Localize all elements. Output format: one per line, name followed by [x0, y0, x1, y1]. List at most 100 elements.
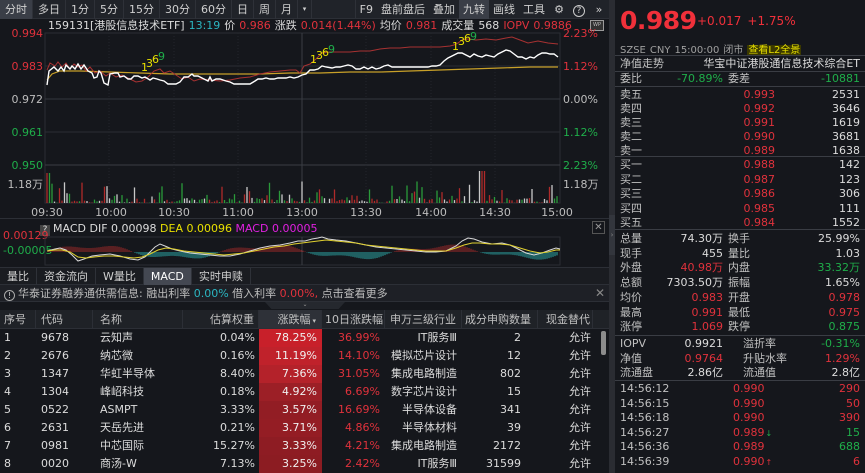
ask-level-row[interactable]: 卖二 0.990 3681 [615, 129, 865, 144]
panel-splitter[interactable]: › [609, 0, 615, 473]
period-dropdown-icon[interactable]: ▾ [298, 0, 312, 19]
tab-realtime-creation-redemption[interactable]: 实时申赎 [192, 268, 251, 285]
table-row[interactable]: 3 1347 华虹半导体 8.40% 7.36% 31.05% 集成电路制造 802 允许 [0, 365, 609, 383]
table-row[interactable]: 2 2676 纳芯微 0.16% 11.19% 14.10% 模拟芯片设计 12 允许 [0, 347, 609, 365]
row-cash-substitute: 允许 [569, 403, 591, 416]
tick-price: 0.989↓ [733, 425, 772, 441]
tick-row[interactable]: 14:56:36 0.989 688 [615, 439, 865, 454]
tick-row[interactable]: 14:56:12 0.990 290 [615, 381, 865, 396]
intraday-chart[interactable]: 1 3 6 9 1 3 6 9 1 3 6 9 0.994 0.983 0.97… [0, 28, 609, 220]
wp-icon[interactable]: WP [590, 20, 604, 31]
draw-line-button[interactable]: 画线 [493, 3, 515, 16]
stat-label: 流通盘 [620, 366, 653, 380]
col-header-name[interactable]: 名称 [93, 310, 183, 328]
table-row[interactable]: 7 0981 中芯国际 15.27% 3.33% 4.21% 集成电路制造 2172 允许 [0, 437, 609, 455]
col-header-code[interactable]: 代码 [36, 310, 93, 328]
more-icon[interactable]: » [595, 3, 603, 16]
tick-row[interactable]: 14:56:18 0.990 390 [615, 410, 865, 425]
tab-volume-ratio[interactable]: 量比 [0, 268, 37, 285]
row-industry: 集成电路制造 [391, 367, 457, 380]
row-creation-qty: 2 [514, 331, 521, 344]
tab-fund-flow[interactable]: 资金流向 [37, 268, 96, 285]
tick-volume: 50 [846, 396, 860, 410]
divider [615, 156, 865, 157]
tab-day[interactable]: 日 [232, 0, 254, 19]
stat-label: 总额 [620, 276, 642, 290]
help-icon[interactable]: ? [569, 0, 589, 19]
stat-label: 量比 [728, 246, 750, 260]
expand-panel-handle[interactable]: ⌄ [265, 302, 345, 309]
stat-value: 7303.50万 [666, 276, 724, 290]
indicator-help-icon[interactable]: ? [40, 225, 50, 236]
table-row[interactable]: 4 1304 峰岹科技 0.18% 4.92% 6.69% 数字芯片设计 15 允许 [0, 383, 609, 401]
tools-button[interactable]: 工具 [523, 3, 545, 16]
tick-row[interactable]: 14:56:27 0.989↓ 15 [615, 425, 865, 440]
tick-row[interactable]: 14:56:39 0.990↑ 6 [615, 454, 865, 469]
col-header-change[interactable]: 涨跌幅 ▾ [259, 310, 322, 328]
f9-button[interactable]: F9 [359, 3, 373, 16]
tick-price: 0.990 [733, 396, 765, 411]
col-header-10d-change[interactable]: 10日涨跌幅 [322, 310, 385, 328]
nav-trend-label[interactable]: 净值走势 [620, 57, 664, 70]
bid-level-row[interactable]: 买四 0.985 111 [615, 201, 865, 216]
pre-post-market-button[interactable]: 盘前盘后 [381, 3, 425, 16]
col-header-weight[interactable]: 估算权重 [183, 310, 259, 328]
stat-row: IOPV 0.9921 溢折率 -0.31% [615, 336, 865, 351]
securities-lending-notice[interactable]: ! 华泰证券融券通供需信息: 融出利率 0.00% 借入利率 0.00%, 点击查… [0, 285, 609, 302]
tick-time: 14:56:15 [620, 396, 670, 410]
ask-level-row[interactable]: 卖五 0.993 2531 [615, 87, 865, 102]
table-row[interactable]: 6 2631 天岳先进 0.21% 3.71% 4.86% 半导体材料 39 允许 [0, 419, 609, 437]
tick-volume: 688 [839, 440, 860, 454]
view-more-link[interactable]: 点击查看更多 [321, 287, 388, 300]
bid-level-row[interactable]: 买五 0.984 1552 [615, 215, 865, 230]
borrow-rate-value: 0.00%, [279, 287, 319, 300]
tab-macd[interactable]: MACD [143, 268, 192, 285]
tick-row[interactable]: 14:56:15 0.990 50 [615, 396, 865, 411]
row-weight: 0.21% [220, 421, 255, 434]
bid-level-row[interactable]: 买二 0.987 123 [615, 172, 865, 187]
bid-level-row[interactable]: 买一 0.988 142 [615, 157, 865, 172]
row-industry: 数字芯片设计 [391, 385, 457, 398]
table-row[interactable]: 5 0522 ASMPT 3.33% 3.57% 16.69% 半导体设备 341 允许 [0, 401, 609, 419]
tab-week[interactable]: 周 [254, 0, 276, 19]
view-l2-link[interactable]: 查看L2全景 [747, 45, 802, 56]
col-header-creation-qty[interactable]: 成分申购数量 [462, 310, 538, 328]
price-volume-plot: 1 3 6 9 1 3 6 9 1 3 6 9 [44, 30, 561, 204]
col-header-cash-substitute[interactable]: 现金替代 [538, 310, 593, 328]
tab-w-volume-ratio[interactable]: W量比 [96, 268, 144, 285]
ask-level-row[interactable]: 卖四 0.992 3646 [615, 101, 865, 116]
bid-level-row[interactable]: 买三 0.986 306 [615, 186, 865, 201]
tab-60min[interactable]: 60分 [196, 0, 232, 19]
table-scrollbar[interactable] [601, 331, 606, 355]
tab-15min[interactable]: 15分 [124, 0, 160, 19]
row-cash-substitute: 允许 [569, 367, 591, 380]
table-row[interactable]: 8 0020 商汤-W 7.13% 3.25% 2.42% IT服务Ⅲ 31599 允许 [0, 455, 609, 473]
row-cash-substitute: 允许 [569, 421, 591, 434]
tab-1min[interactable]: 1分 [66, 0, 95, 19]
tab-multi-day[interactable]: 多日 [33, 0, 66, 19]
col-header-no[interactable]: 序号 [0, 310, 36, 328]
nine-turn-button[interactable]: 九转 [459, 0, 489, 19]
settings-icon[interactable]: ⚙ [554, 3, 564, 16]
tab-5min[interactable]: 5分 [95, 0, 124, 19]
overlay-button[interactable]: 叠加 [433, 3, 455, 16]
stat-value: 2.8亿 [831, 366, 861, 380]
close-indicator-icon[interactable]: ✕ [592, 221, 605, 234]
x-axis-label: 13:30 [350, 206, 382, 219]
ask-level-row[interactable]: 卖一 0.989 1638 [615, 143, 865, 158]
table-row[interactable]: 1 9678 云知声 0.04% 78.25% 36.99% IT服务Ⅲ 2 允许 [0, 329, 609, 347]
tab-intraday[interactable]: 分时 [0, 0, 33, 19]
row-creation-qty: 802 [500, 367, 521, 380]
col-header-industry[interactable]: 申万三级行业 [385, 310, 462, 328]
tab-30min[interactable]: 30分 [160, 0, 196, 19]
macd-indicator-panel[interactable]: ? MACD DIF 0.00098 DEA 0.00096 MACD 0.000… [0, 218, 609, 266]
nav-trend-row[interactable]: 净值走势 华宝中证港股通信息技术综合ET [615, 56, 865, 71]
row-change: 11.19% [259, 347, 322, 365]
close-notice-icon[interactable]: ✕ [594, 286, 605, 300]
tab-month[interactable]: 月 [276, 0, 298, 19]
collapse-arrow-icon[interactable]: › [609, 215, 615, 255]
fund-full-name: 华宝中证港股通信息技术综合ET [703, 57, 860, 70]
weicha-value: -10881 [821, 72, 860, 85]
cursor-volume: 568 [478, 19, 500, 32]
ask-level-row[interactable]: 卖三 0.991 1619 [615, 115, 865, 130]
